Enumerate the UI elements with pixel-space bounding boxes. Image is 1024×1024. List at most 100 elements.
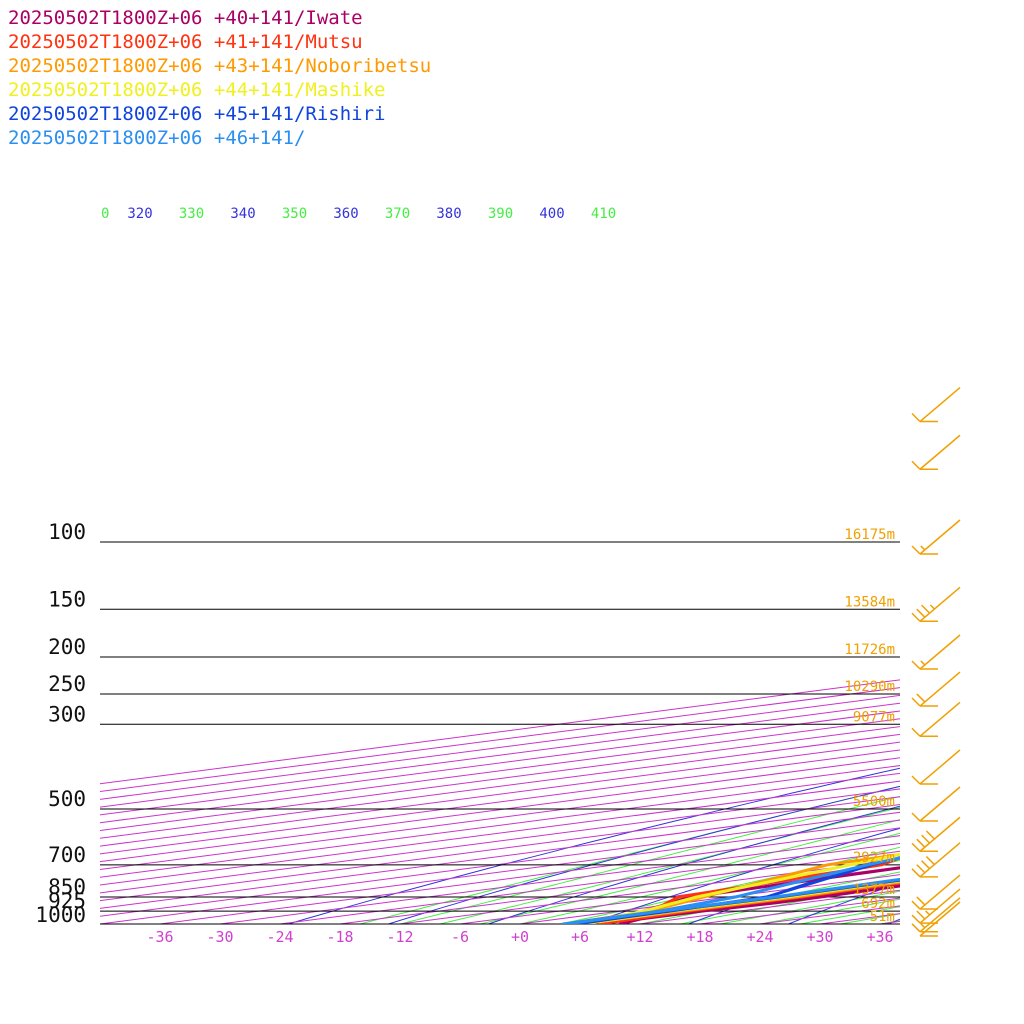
wind-barb xyxy=(919,901,961,937)
theta-label: 350 xyxy=(282,206,307,222)
temperature-tick-label: +18 xyxy=(686,928,713,946)
pressure-label: 200 xyxy=(48,635,86,659)
theta-label: 360 xyxy=(333,206,358,222)
isotherm xyxy=(100,718,900,824)
moist-adiabat xyxy=(399,795,900,924)
height-label: 51m xyxy=(870,909,895,925)
legend-entry: 20250502T1800Z+06 +40+141/Iwate xyxy=(8,7,363,29)
height-label: 11726m xyxy=(844,642,895,658)
wind-barb xyxy=(911,816,961,853)
isotherm xyxy=(100,749,900,855)
moist-adiabat xyxy=(479,819,900,924)
temperature-tick-label: +0 xyxy=(511,928,529,946)
theta-label: 330 xyxy=(179,206,204,222)
theta-label: 390 xyxy=(488,206,513,222)
wind-barb xyxy=(911,749,961,785)
isotherm xyxy=(940,275,1024,924)
pressure-lines xyxy=(100,541,900,925)
pressure-label: 925 xyxy=(48,889,86,913)
isotherm xyxy=(100,733,900,839)
dry-adiabat xyxy=(488,805,900,924)
isotherm xyxy=(100,741,900,847)
height-label: 13584m xyxy=(844,594,895,610)
wind-barb xyxy=(911,786,961,822)
theta-label: 400 xyxy=(539,206,564,222)
temperature-tick-label: -6 xyxy=(451,928,469,946)
temperature-tick-label: -30 xyxy=(206,928,233,946)
dry-adiabat xyxy=(989,277,1024,924)
wind-barb xyxy=(911,671,961,707)
dry-adiabats xyxy=(288,277,1024,924)
temperature-tick-label: -12 xyxy=(386,928,413,946)
isotherm xyxy=(399,858,900,924)
temperature-tick-label: -18 xyxy=(326,928,353,946)
isotherm xyxy=(100,726,900,831)
theta-label: 370 xyxy=(385,206,410,222)
dewpoint-series-line xyxy=(576,852,900,924)
isotherm xyxy=(1000,275,1024,924)
theta-label: 340 xyxy=(230,206,255,222)
wind-barb xyxy=(911,519,961,555)
dry-adiabat xyxy=(288,767,900,924)
isotherm xyxy=(100,796,900,902)
isotherms xyxy=(100,275,1024,924)
temperature-tick-label: +36 xyxy=(866,928,893,946)
temperature-series-line xyxy=(580,879,900,924)
pressure-label: 1000 xyxy=(35,903,86,927)
moist-adiabat xyxy=(519,832,900,924)
isotherm xyxy=(639,889,900,924)
isotherm xyxy=(100,780,900,886)
theta-label: 380 xyxy=(436,206,461,222)
legend-entry: 20250502T1800Z+06 +45+141/Rishiri xyxy=(8,103,386,125)
wind-barb xyxy=(911,842,961,878)
wind-barb xyxy=(911,586,961,623)
pressure-label: 850 xyxy=(48,875,86,899)
isotherm xyxy=(339,850,900,924)
legend-entry: 20250502T1800Z+06 +44+141/Mashike xyxy=(8,79,386,101)
isotherm xyxy=(459,866,900,924)
wind-barb xyxy=(911,701,961,738)
theta-label: 320 xyxy=(127,206,152,222)
isotherm xyxy=(100,788,900,894)
temperature-series-line xyxy=(575,878,900,924)
isotherm xyxy=(879,920,900,924)
moist-adiabat xyxy=(639,871,900,924)
moist-adiabat xyxy=(879,920,900,924)
isotherm xyxy=(579,881,900,924)
dry-adiabat xyxy=(588,827,900,924)
isotherm xyxy=(100,765,900,870)
chart-labels: 100 16175m 150 13584m 200 11726m 250 10290m 300 9… xyxy=(35,206,895,946)
isotherm xyxy=(100,757,900,863)
height-label: 692m xyxy=(861,896,895,912)
legend: 20250502T1800Z+06 +40+141/Iwate20250502T… xyxy=(8,7,431,149)
dry-adiabat xyxy=(388,785,900,924)
wind-barb xyxy=(911,434,961,471)
theta-label: 410 xyxy=(591,206,616,222)
temperature-series-line xyxy=(618,884,900,924)
height-label: 1377m xyxy=(853,882,895,898)
temperature-tick-label: -36 xyxy=(146,928,173,946)
legend-entry: 20250502T1800Z+06 +43+141/Noboribetsu xyxy=(8,55,431,77)
wind-barb xyxy=(911,634,961,670)
temperature-series-line xyxy=(581,880,900,924)
isotherm xyxy=(100,804,900,909)
legend-entry: 20250502T1800Z+06 +46+141/ xyxy=(8,127,305,149)
dry-adiabat xyxy=(888,918,900,924)
moist-adiabat xyxy=(799,906,900,924)
legend-entry: 20250502T1800Z+06 +41+141/Mutsu xyxy=(8,31,363,53)
isotherm xyxy=(100,772,900,878)
wind-barb xyxy=(911,874,961,910)
height-label: 2927m xyxy=(853,850,895,866)
height-label: 10290m xyxy=(844,679,895,695)
sounding-series xyxy=(561,852,900,924)
wind-barb xyxy=(911,897,961,933)
temperature-tick-label: +30 xyxy=(806,928,833,946)
theta-label: 0 xyxy=(101,206,109,222)
dewpoint-series-line xyxy=(561,856,900,924)
temperature-tick-label: +6 xyxy=(571,928,589,946)
moist-adiabat xyxy=(439,806,900,924)
pressure-label: 150 xyxy=(48,587,86,611)
temperature-tick-label: +24 xyxy=(746,928,773,946)
wind-barb xyxy=(911,386,961,423)
temperature-tick-label: -24 xyxy=(266,928,293,946)
